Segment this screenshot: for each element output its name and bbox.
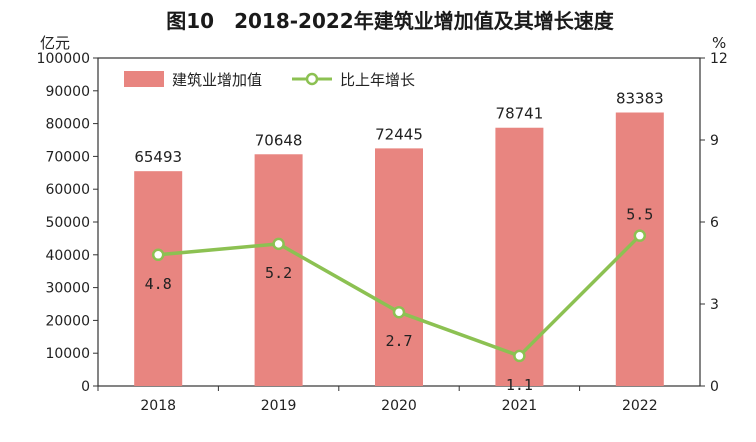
left-tick-label: 60000 [45,182,90,198]
line-point [272,237,285,251]
line-series: 4.8 5.2 2.7 1.1 5.5 [145,206,654,394]
left-tick-label: 100000 [37,51,90,67]
right-axis-ticks: 0 3 6 9 12 [700,51,728,395]
left-tick-label: 80000 [45,117,90,133]
legend: 建筑业增加值 比上年增长 [124,71,415,89]
line-point [513,349,526,363]
chart-title: 图10 2018-2022年建筑业增加值及其增长速度 [166,9,614,33]
x-tick-label: 2019 [261,398,297,414]
bar-value-labels: 65493 70648 72445 78741 83383 [134,90,663,167]
bar-value-label: 72445 [375,125,423,143]
right-tick-label: 3 [710,297,719,313]
right-tick-label: 9 [710,133,719,149]
bar-value-label: 83383 [616,90,664,108]
line-point [633,229,647,242]
bar [134,171,183,386]
left-tick-label: 0 [81,379,90,395]
left-tick-label: 20000 [45,313,90,329]
bar [375,148,423,386]
bar [615,112,664,387]
line-value-label: 2.7 [385,332,412,350]
line-value-label: 4.8 [145,275,172,293]
bar [254,154,303,386]
line-value-label: 1.1 [506,376,533,394]
legend-swatch-bar [124,71,164,87]
line-value-label: 5.5 [626,206,653,224]
left-tick-label: 40000 [45,248,90,264]
right-tick-label: 6 [710,215,719,231]
left-tick-label: 90000 [45,84,90,100]
left-tick-label: 70000 [45,149,90,165]
x-tick-label: 2021 [502,398,538,414]
bar-value-label: 78741 [496,105,544,123]
left-tick-label: 30000 [45,281,90,297]
line-point [392,305,406,319]
x-tick-label: 2022 [622,398,658,414]
legend-label-line: 比上年增长 [340,71,415,89]
legend-label-bar: 建筑业增加值 [172,71,262,89]
legend-marker [305,72,319,86]
right-tick-label: 0 [710,379,719,395]
right-axis-unit: % [712,34,726,52]
left-tick-label: 10000 [45,346,90,362]
x-tick-label: 2018 [140,398,176,414]
left-axis-ticks: 0 10000 20000 30000 40000 50000 60000 70000 8000… [37,51,98,395]
line-value-label: 5.2 [265,264,292,282]
bar-value-label: 70648 [255,131,303,149]
left-tick-label: 50000 [45,215,90,231]
line-point [151,248,165,262]
left-axis-unit: 亿元 [40,34,70,52]
bar-value-label: 65493 [134,148,182,166]
right-tick-label: 12 [710,51,728,67]
x-axis-ticks: 2018 2019 2020 2021 2022 [97,386,658,414]
bar [495,127,544,386]
x-tick-label: 2020 [381,398,417,414]
